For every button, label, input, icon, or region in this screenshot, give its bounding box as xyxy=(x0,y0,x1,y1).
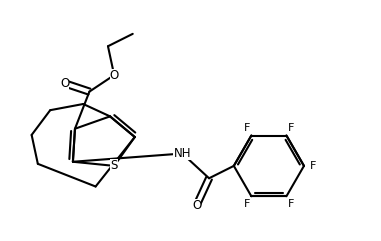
Text: S: S xyxy=(110,159,118,172)
Text: O: O xyxy=(110,69,119,82)
Text: F: F xyxy=(243,123,250,133)
Text: F: F xyxy=(310,161,316,171)
Text: F: F xyxy=(288,123,294,133)
Text: F: F xyxy=(288,199,294,209)
Text: O: O xyxy=(192,199,201,212)
Text: F: F xyxy=(243,199,250,209)
Text: O: O xyxy=(60,77,69,90)
Text: NH: NH xyxy=(173,147,191,160)
